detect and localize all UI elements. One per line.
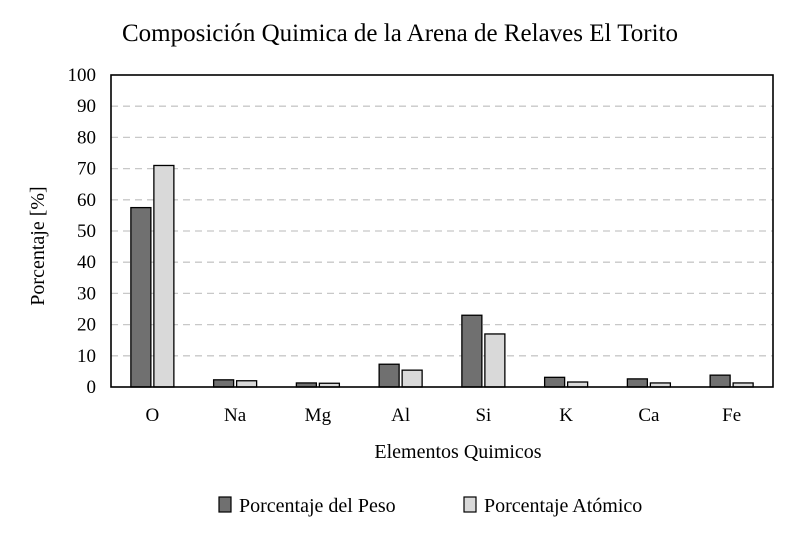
y-tick-label: 40 <box>77 252 96 273</box>
legend-label-2: Porcentaje Atómico <box>484 495 642 517</box>
bar-al-series-2 <box>401 369 423 388</box>
x-tick-label: O <box>146 405 160 426</box>
bar-na-series-2 <box>235 380 258 388</box>
x-axis-ticks: O Na Mg Al Si K Ca Fe <box>146 405 742 426</box>
y-tick-label: 70 <box>77 159 96 180</box>
x-tick-label: Si <box>475 405 491 426</box>
bar-fe-series-1 <box>709 374 731 388</box>
x-tick-label: Na <box>224 405 247 426</box>
y-tick-label: 90 <box>77 96 96 117</box>
y-axis-label: Porcentaje [%] <box>27 186 49 305</box>
legend-swatch-2 <box>463 496 477 513</box>
chart-title: Composición Quimica de la Arena de Relav… <box>122 20 678 47</box>
x-tick-label: Al <box>391 405 410 426</box>
x-tick-label: K <box>559 405 573 426</box>
x-tick-label: Fe <box>722 405 741 426</box>
y-tick-label: 80 <box>77 127 96 148</box>
y-tick-label: 20 <box>77 315 96 336</box>
y-tick-label: 0 <box>87 377 97 398</box>
bar-ca-series-1 <box>626 378 649 388</box>
bar-si-series-2 <box>484 333 506 388</box>
bars <box>130 164 754 388</box>
legend: Porcentaje del Peso Porcentaje Atómico <box>218 495 642 517</box>
legend-label-1: Porcentaje del Peso <box>239 495 396 517</box>
y-tick-label: 100 <box>68 65 97 86</box>
y-axis-ticks: 0 10 20 30 40 50 60 70 80 90 100 <box>68 65 97 398</box>
x-axis-label: Elementos Quimicos <box>374 441 541 463</box>
x-tick-label: Ca <box>638 405 660 426</box>
bar-na-series-1 <box>212 379 235 388</box>
y-tick-label: 50 <box>77 221 96 242</box>
plot-frame <box>110 74 774 388</box>
bar-k-series-1 <box>543 376 566 388</box>
y-tick-label: 10 <box>77 346 96 367</box>
grid-lines <box>111 105 773 357</box>
bar-o-series-2 <box>153 164 175 388</box>
bar-al-series-1 <box>378 363 400 388</box>
bar-si-series-1 <box>461 314 483 388</box>
y-tick-label: 30 <box>77 283 96 304</box>
x-tick-label: Mg <box>305 405 332 426</box>
y-tick-label: 60 <box>77 190 96 211</box>
bar-o-series-1 <box>130 206 152 388</box>
legend-swatch-1 <box>218 496 232 513</box>
